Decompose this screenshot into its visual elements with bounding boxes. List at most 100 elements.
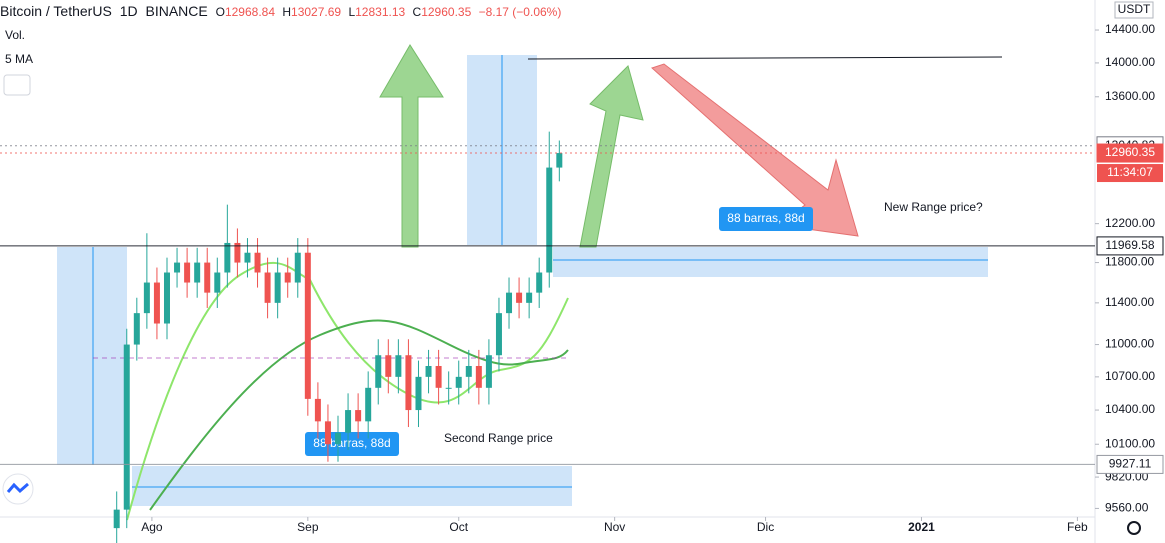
candle-body [405, 355, 412, 411]
y-tick-label: 14000.00 [1105, 55, 1155, 69]
range-label: 88 barras, 88d [727, 211, 804, 225]
countdown-tag [1097, 164, 1163, 183]
candle-body [214, 272, 221, 293]
candle-body [375, 355, 382, 388]
range-box [132, 466, 572, 506]
candle-body [516, 292, 523, 303]
candle-body [495, 313, 502, 356]
annotation: New Range price? [884, 200, 983, 214]
ohlc-key: C [412, 5, 422, 19]
candle-body [153, 282, 160, 324]
y-tick-label: 11800.00 [1105, 255, 1154, 269]
currency-box [1114, 1, 1154, 19]
candle-body [133, 313, 140, 345]
ohlc-value: 13027.69 [291, 5, 342, 19]
candle-body [184, 262, 191, 283]
y-tick-label: 11400.00 [1105, 295, 1154, 309]
ohlc-key: O [215, 5, 225, 19]
candle-body [355, 410, 362, 422]
countdown: 11:34:07 [1107, 165, 1153, 179]
x-tick-label: 2021 [908, 520, 935, 534]
candle-body [254, 252, 261, 273]
range-box [553, 247, 988, 277]
candle-body [194, 262, 201, 283]
settings-button[interactable] [1127, 521, 1141, 535]
candle-body [485, 355, 492, 388]
candle-body [174, 262, 181, 273]
y-tick-label: 14400.00 [1105, 22, 1155, 36]
y-tick-label: 10700.00 [1105, 369, 1155, 383]
x-tick-label: Dic [757, 520, 774, 534]
x-tick-label: Nov [604, 520, 625, 534]
candle-body [395, 355, 402, 377]
change: −8.17 (−0.06%) [478, 5, 562, 19]
ohlc-value: 12968.84 [224, 5, 276, 19]
ohlc-key: L [348, 5, 356, 19]
price-tag-label: 11969.58 [1105, 238, 1154, 252]
price-tag [1096, 143, 1164, 163]
logo-mark [6, 482, 29, 494]
price-axis-bg [1095, 0, 1165, 543]
range-box [57, 247, 127, 465]
candle-body [445, 387, 452, 389]
x-tick-label: Ago [141, 520, 163, 534]
trend-line [527, 56, 1003, 60]
symbol: Bitcoin / TetherUS [0, 3, 112, 19]
price-tag-label: 12960.35 [1105, 145, 1155, 159]
y-tick-label: 10400.00 [1105, 402, 1155, 416]
ma-indicator[interactable]: 5 MA [5, 52, 34, 66]
candle-body [546, 167, 553, 273]
candle-body [204, 262, 211, 293]
candle-body [335, 432, 342, 445]
y-tick-label: 11000.00 [1105, 337, 1154, 351]
y-tick-label: 10100.00 [1105, 436, 1155, 450]
candle-body [143, 282, 150, 314]
ohlc-value: 12960.35 [421, 5, 472, 19]
volume-indicator[interactable]: Vol. [5, 28, 26, 42]
ohlc-key: H [282, 5, 292, 19]
arrow-up [579, 65, 644, 248]
candle-body [435, 365, 442, 388]
y-tick-label: 12200.00 [1105, 216, 1155, 230]
candle-body [284, 272, 291, 283]
candle-body [304, 252, 311, 399]
x-tick-label: Feb [1067, 520, 1088, 534]
candle-body [465, 365, 472, 377]
candle-body [365, 387, 372, 422]
candle-body [415, 376, 422, 411]
annotation: Second Range price [444, 431, 553, 445]
price-tag [1096, 454, 1164, 474]
x-tick-label: Oct [449, 520, 468, 534]
candle-body [324, 421, 331, 445]
price-tag [1096, 236, 1164, 256]
candle-body [123, 344, 130, 510]
y-tick-label: 13600.00 [1105, 89, 1155, 103]
candle-body [425, 365, 432, 377]
candle-body [163, 272, 170, 324]
candle-body [314, 398, 321, 422]
price-tag-label: 9927.11 [1109, 457, 1152, 471]
candle-body [526, 292, 533, 303]
header: Bitcoin / TetherUS 1D BINANCE O12968.84 … [0, 3, 569, 19]
candle-body [244, 252, 251, 263]
candle-body [455, 376, 462, 388]
candle-body [536, 272, 543, 293]
candle-body [345, 410, 352, 433]
ohlc-value: 12831.13 [355, 5, 406, 19]
candle-body [264, 272, 271, 303]
candle-body [113, 509, 120, 529]
currency: USDT [1118, 2, 1151, 16]
x-tick-label: Sep [297, 520, 319, 534]
candle-body [274, 272, 281, 303]
candle-body [294, 252, 301, 283]
candle-body [556, 153, 563, 168]
range-badge [719, 207, 813, 231]
exchange: BINANCE [145, 3, 208, 19]
ma-line [149, 319, 569, 511]
candle-body [385, 355, 392, 377]
range-label: 88 barras, 88d [313, 436, 390, 450]
candle-body [234, 242, 241, 263]
collapse-button[interactable] [3, 74, 31, 96]
